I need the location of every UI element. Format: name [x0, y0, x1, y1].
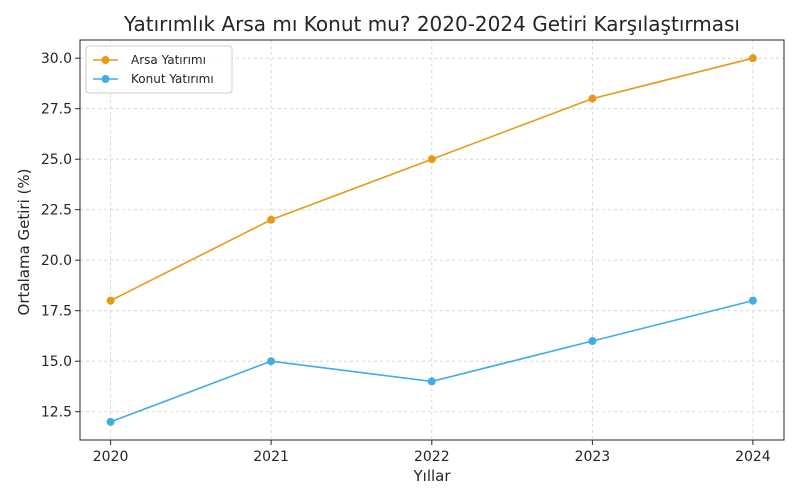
data-point-konut: [588, 337, 597, 346]
data-point-konut: [748, 296, 757, 305]
legend-label-arsa: Arsa Yatırımı: [131, 53, 206, 67]
y-tick-label: 15.0: [41, 354, 72, 370]
legend-frame: [85, 45, 233, 94]
x-tick-label: 2021: [253, 449, 289, 465]
y-tick-label: 30.0: [41, 51, 72, 67]
y-tick-label: 22.5: [41, 203, 72, 219]
y-axis-label: Ortalama Getiri (%): [15, 169, 33, 316]
y-tick-label: 12.5: [41, 405, 72, 421]
series-layer: [106, 54, 757, 426]
ticks-layer: 2020 2021 2022 2023 2024 12.5 15.0 17.5 20.0 22.5…: [41, 51, 771, 465]
legend-marker-konut: [101, 75, 110, 83]
chart-title: Yatırımlık Arsa mı Konut mu? 2020-2024 G…: [123, 12, 740, 36]
data-point-konut: [106, 417, 115, 426]
data-point-konut: [427, 377, 436, 386]
data-point-konut: [267, 357, 276, 366]
data-point-arsa: [106, 296, 115, 305]
x-tick-label: 2022: [414, 449, 450, 465]
legend-marker-arsa: [101, 56, 110, 64]
y-tick-label: 25.0: [41, 152, 72, 168]
data-point-arsa: [267, 215, 276, 224]
x-tick-label: 2020: [93, 449, 129, 465]
x-tick-label: 2024: [735, 449, 771, 465]
x-tick-label: 2023: [575, 449, 611, 465]
y-tick-label: 20.0: [41, 253, 72, 269]
y-tick-label: 27.5: [41, 102, 72, 118]
grid-layer: [80, 40, 784, 440]
legend: Arsa Yatırımı Konut Yatırımı: [85, 45, 233, 94]
legend-label-konut: Konut Yatırımı: [131, 72, 214, 86]
x-axis-label: Yıllar: [412, 467, 451, 485]
data-point-arsa: [748, 54, 757, 63]
data-point-arsa: [588, 94, 597, 103]
y-tick-label: 17.5: [41, 304, 72, 320]
data-point-arsa: [427, 155, 436, 164]
